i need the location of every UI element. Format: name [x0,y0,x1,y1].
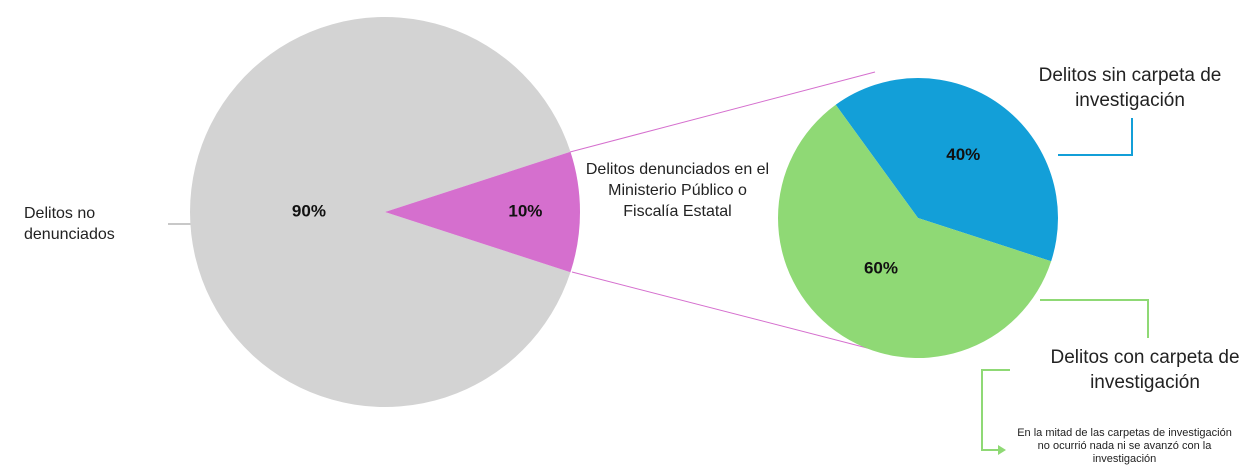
leader-line [1040,299,1149,338]
arrow-head [998,445,1006,455]
category-label: Delitos denunciados en el Ministerio Púb… [585,161,770,220]
connector [571,271,876,351]
pie-slice [778,104,1052,358]
value-label: 60% [864,258,898,277]
value-label: 90% [292,201,326,220]
category-label: Delitos no denunciados [24,205,115,243]
category-label: Delitos sin carpeta de investigación [1038,65,1222,111]
pie-slice [385,151,580,273]
pie-slice [835,77,1059,262]
leader-line [1058,118,1133,156]
value-label: 40% [946,145,980,164]
connector [569,71,876,153]
category-label: Delitos con carpeta de investigación [1050,347,1240,393]
leader-line [981,369,1010,451]
value-label: 10% [508,201,542,220]
annotation: En la mitad de las carpetas de investiga… [1017,427,1232,466]
pie-slice [190,16,571,408]
